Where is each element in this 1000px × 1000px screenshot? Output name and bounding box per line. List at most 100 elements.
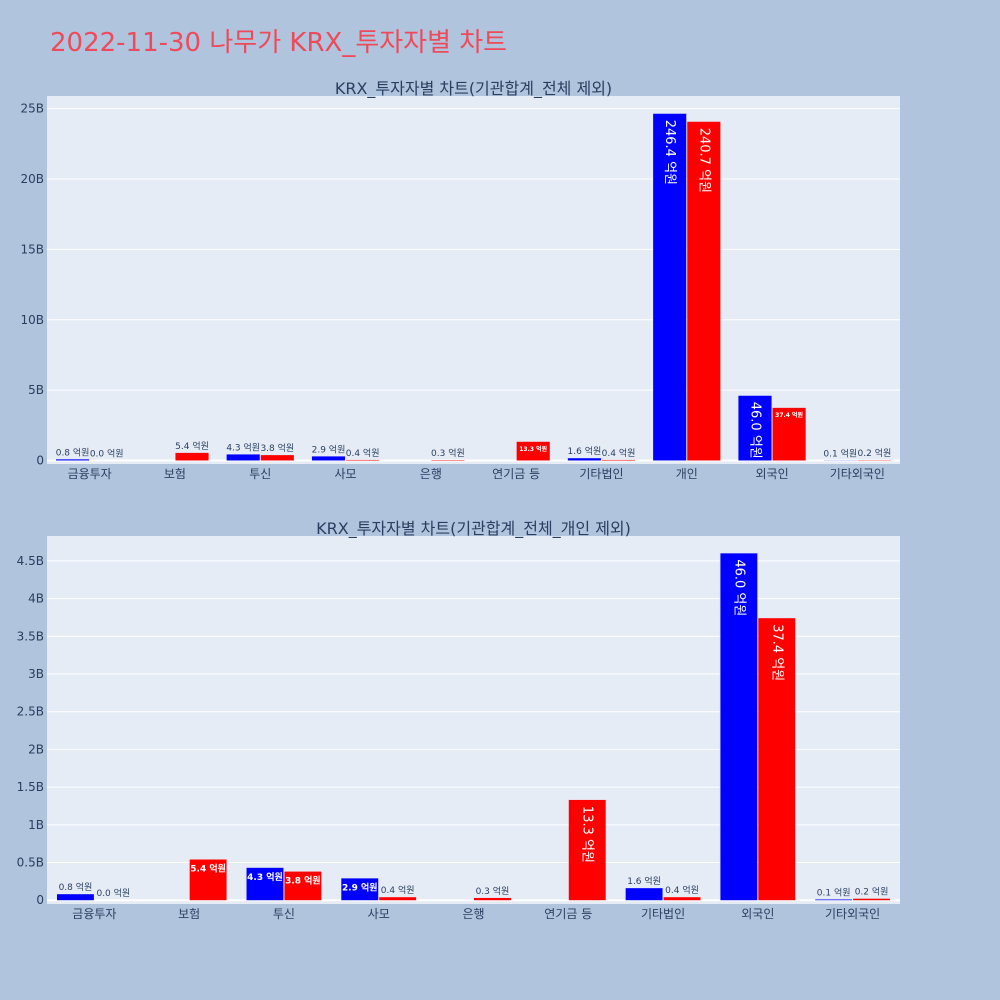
bar-value-label: 1.6 억원 bbox=[568, 445, 602, 457]
bar-value-label: 0.4 억원 bbox=[346, 447, 380, 459]
chart-institution-and-individual-excluded: 0 0.5B 1B 1.5B 2B 2.5B 3B 3.5B 4B 4.5B KRX_투자자별 차트… bbox=[17, 519, 900, 921]
y-tick-label: 20B bbox=[20, 172, 44, 186]
x-tick-label: 연기금 등 bbox=[544, 907, 592, 921]
bar-value-label: 46.0 억원 bbox=[747, 402, 762, 459]
x-tick-label: 외국인 bbox=[755, 467, 788, 481]
bar-value-label: 13.3 억원 bbox=[519, 445, 547, 453]
y-tick-label: 2B bbox=[28, 742, 44, 756]
bar bbox=[815, 899, 853, 901]
bar bbox=[346, 459, 380, 461]
bar-value-label: 240.7 억원 bbox=[696, 128, 711, 193]
x-tick-label: 투신 bbox=[249, 467, 271, 481]
bar-value-label: 246.4 억원 bbox=[662, 120, 677, 185]
bar bbox=[738, 395, 772, 461]
bar-value-label: 0.2 억원 bbox=[858, 447, 892, 459]
bar bbox=[720, 553, 758, 901]
y-tick-label: 25B bbox=[20, 102, 44, 116]
bar-value-label: 2.9 억원 bbox=[312, 443, 346, 455]
bar-value-label: 3.8 억원 bbox=[260, 442, 294, 454]
bar bbox=[56, 894, 94, 901]
y-tick-label: 5B bbox=[28, 383, 44, 397]
bar bbox=[311, 456, 346, 461]
bar-value-label: 0.1 억원 bbox=[823, 447, 857, 459]
x-tick-label: 금융투자 bbox=[72, 907, 116, 921]
bar-value-label: 0.4 억원 bbox=[381, 884, 415, 896]
y-tick-label: 3.5B bbox=[17, 629, 44, 643]
bar bbox=[601, 459, 636, 461]
x-tick-label: 기타외국인 bbox=[830, 467, 885, 481]
plot-area bbox=[47, 536, 900, 904]
x-tick-label: 기타법인 bbox=[641, 907, 685, 921]
bar-value-label: 37.4 억원 bbox=[769, 624, 784, 681]
bar bbox=[687, 121, 721, 461]
x-tick-label: 연기금 등 bbox=[492, 467, 540, 481]
bar-value-label: 1.6 억원 bbox=[627, 875, 661, 887]
bar bbox=[663, 897, 701, 901]
bar bbox=[260, 455, 294, 461]
bar-value-label: 2.9 억원 bbox=[342, 881, 378, 893]
y-tick-label: 2.5B bbox=[17, 705, 44, 719]
bar-value-label: 4.3 억원 bbox=[247, 871, 283, 883]
y-tick-label: 0 bbox=[36, 893, 44, 907]
x-tick-label: 기타법인 bbox=[579, 467, 623, 481]
y-tick-label: 15B bbox=[20, 242, 44, 256]
bar-value-label: 0.0 억원 bbox=[96, 887, 130, 899]
bar bbox=[341, 878, 379, 901]
y-tick-label: 0.5B bbox=[17, 856, 44, 870]
bar bbox=[189, 859, 227, 901]
bar bbox=[284, 871, 322, 901]
y-tick-label: 4.5B bbox=[17, 554, 44, 568]
y-tick-label: 3B bbox=[28, 667, 44, 681]
bar bbox=[516, 441, 550, 461]
y-tick-label: 0 bbox=[36, 453, 44, 467]
bar bbox=[474, 897, 511, 901]
bar bbox=[758, 618, 796, 901]
x-tick-label: 금융투자 bbox=[68, 467, 112, 481]
bar bbox=[567, 458, 601, 461]
bar-value-label: 37.4 억원 bbox=[775, 411, 803, 419]
bar-value-label: 0.8 억원 bbox=[56, 446, 90, 458]
bar-value-label: 0.4 억원 bbox=[665, 884, 699, 896]
bar-value-label: 0.3 억원 bbox=[476, 885, 510, 897]
x-tick-label: 기타외국인 bbox=[825, 907, 880, 921]
y-tick-label: 10B bbox=[20, 313, 44, 327]
bar-value-label: 5.4 억원 bbox=[175, 440, 209, 452]
bar bbox=[568, 799, 606, 901]
bar-value-label: 0.0 억원 bbox=[90, 447, 124, 459]
chart-institution-total-excluded: 0 5B 10B 15B 20B 25B KRX_투자자별 차트(기관합계_전체 제외) 금융… bbox=[20, 79, 900, 481]
x-tick-label: 은행 bbox=[462, 906, 484, 921]
bar-value-label: 0.2 억원 bbox=[855, 886, 889, 898]
bar bbox=[772, 407, 806, 461]
bar-value-label: 0.3 억원 bbox=[431, 447, 465, 459]
bar-value-label: 4.3 억원 bbox=[226, 441, 260, 453]
x-tick-label: 사모 bbox=[368, 907, 390, 921]
bar-value-label: 3.8 억원 bbox=[285, 875, 321, 887]
bar bbox=[625, 888, 663, 901]
x-tick-label: 사모 bbox=[335, 467, 357, 481]
bar bbox=[379, 897, 417, 901]
x-tick-label: 외국인 bbox=[741, 907, 774, 921]
chart-title: KRX_투자자별 차트(기관합계_전체_개인 제외) bbox=[316, 519, 631, 539]
bar-value-label: 46.0 억원 bbox=[731, 559, 746, 616]
bar-value-label: 0.1 억원 bbox=[817, 886, 851, 898]
bar-value-label: 5.4 억원 bbox=[190, 863, 226, 875]
y-tick-label: 4B bbox=[28, 592, 44, 606]
plot-area bbox=[47, 96, 900, 464]
y-tick-label: 1.5B bbox=[17, 780, 44, 794]
bar bbox=[226, 454, 260, 461]
bar bbox=[175, 452, 209, 461]
bar-value-label: 13.3 억원 bbox=[580, 806, 595, 863]
chart-title: KRX_투자자별 차트(기관합계_전체 제외) bbox=[335, 79, 612, 99]
bar-value-label: 0.8 억원 bbox=[59, 881, 93, 893]
x-tick-label: 투신 bbox=[273, 907, 295, 921]
bar bbox=[246, 867, 284, 901]
x-tick-label: 은행 bbox=[420, 466, 442, 481]
bar bbox=[653, 113, 687, 461]
x-tick-label: 보험 bbox=[164, 467, 186, 481]
page-title: 2022-11-30 나무가 KRX_투자자별 차트 bbox=[50, 28, 508, 58]
bar-value-label: 0.4 억원 bbox=[602, 447, 636, 459]
y-tick-label: 1B bbox=[28, 818, 44, 832]
x-tick-label: 보험 bbox=[178, 907, 200, 921]
bar bbox=[56, 459, 90, 461]
